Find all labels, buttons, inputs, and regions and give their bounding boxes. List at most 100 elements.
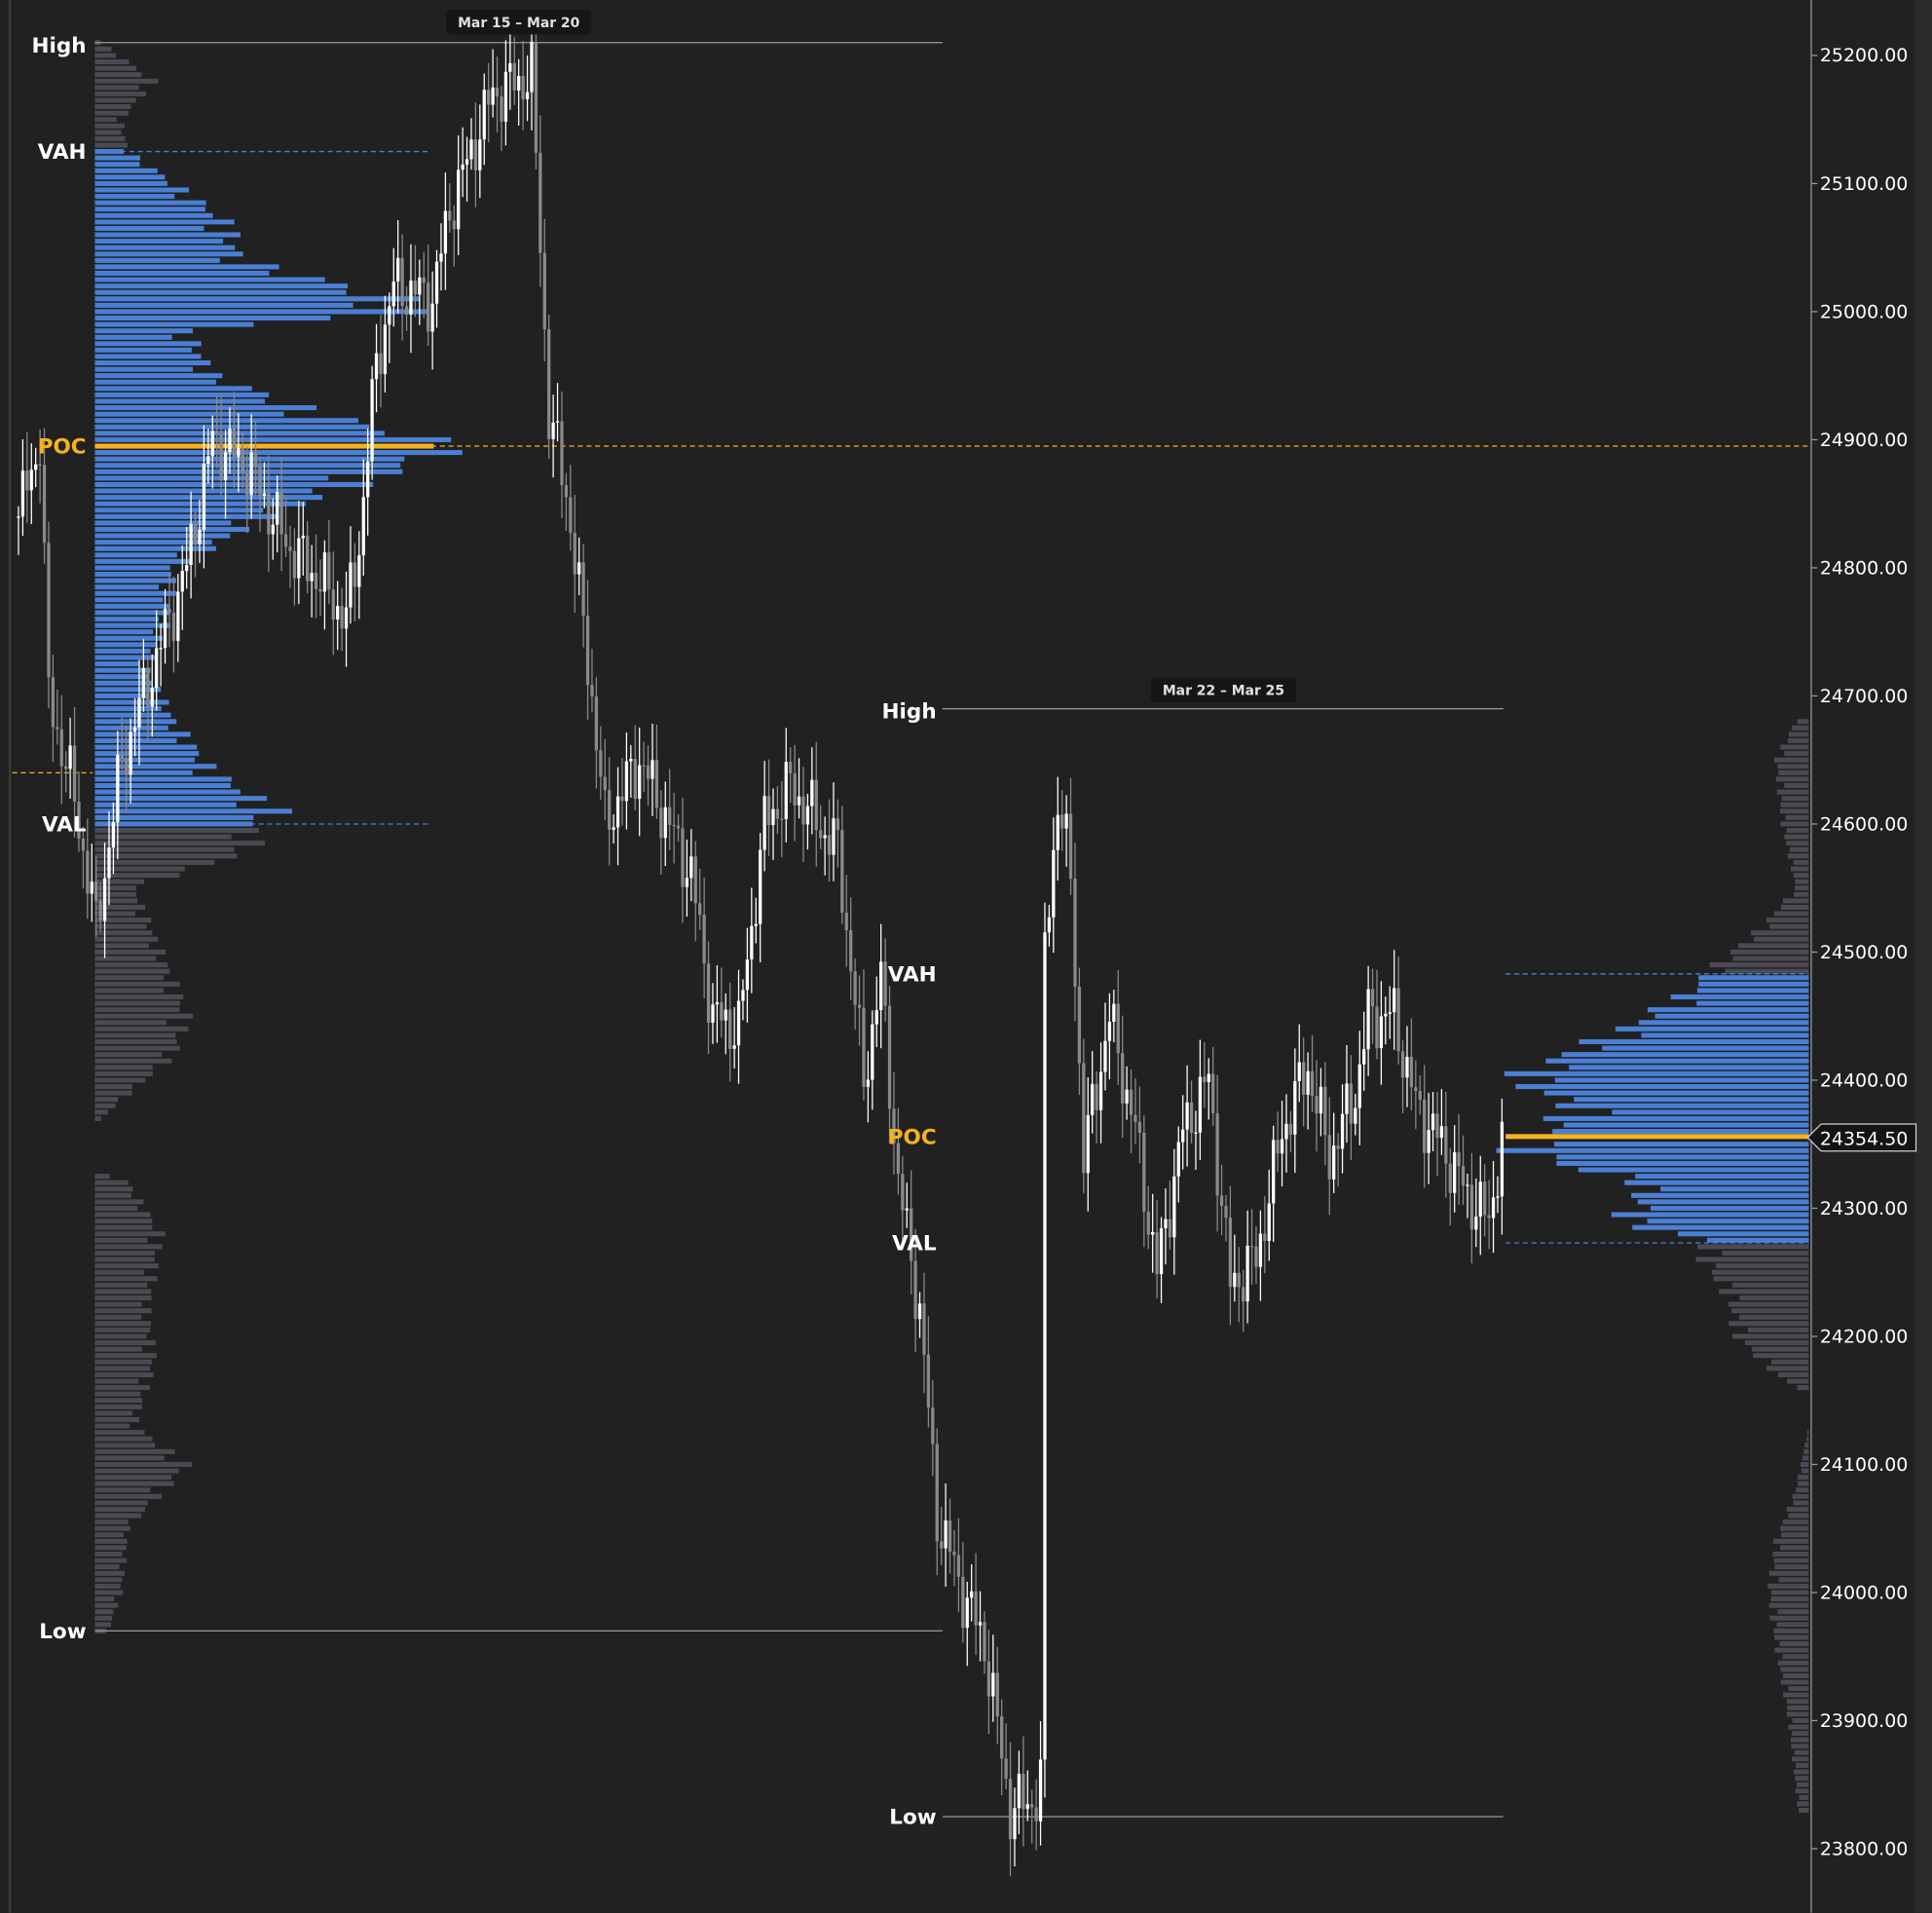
candle-body: [1427, 1130, 1430, 1153]
candle-body: [1405, 1056, 1409, 1078]
profile-bar: [1635, 1174, 1809, 1180]
candle-body: [1129, 1089, 1133, 1115]
candle-body: [1396, 988, 1400, 1052]
profile-bar: [94, 1327, 151, 1332]
profile-bar: [94, 85, 139, 91]
candle-body: [1293, 1080, 1297, 1135]
profile-bar: [1677, 1231, 1809, 1237]
candle-body: [1082, 1063, 1086, 1174]
candle-body: [1159, 1227, 1164, 1275]
candle-body: [871, 1024, 874, 1080]
profile-bar: [94, 411, 284, 417]
candle-body: [780, 818, 784, 820]
profile-bar: [94, 853, 238, 859]
profile-bar: [1782, 1654, 1809, 1660]
profile-bar: [1641, 1032, 1809, 1038]
profile-bar: [1709, 962, 1809, 968]
candle-body: [849, 930, 853, 972]
profile-bar: [94, 610, 170, 616]
profile-bar: [94, 680, 153, 686]
candle-body: [784, 762, 788, 819]
profile-bar: [94, 187, 190, 193]
profile-bar: [1781, 1532, 1809, 1538]
candle-body: [448, 210, 452, 221]
candle-body: [409, 281, 413, 315]
candle-body: [283, 534, 288, 547]
candle-body: [1198, 1076, 1203, 1133]
profile-bar: [94, 244, 236, 250]
candle-body: [581, 562, 585, 617]
profile-bar: [94, 392, 270, 397]
candle-body: [491, 87, 495, 105]
candle-body: [676, 825, 681, 829]
candle-body: [297, 538, 301, 579]
candle-body: [1203, 1076, 1207, 1082]
profile-bar: [1778, 1577, 1809, 1583]
candle-body: [978, 1622, 983, 1626]
profile-bar: [1739, 1294, 1809, 1301]
profile-bar: [94, 629, 154, 635]
candle-body: [512, 62, 516, 91]
profile-bar: [1795, 1776, 1809, 1782]
profile-bar: [94, 450, 463, 456]
candle-body: [1008, 1779, 1013, 1840]
profile-bar: [94, 123, 125, 129]
candle-body: [461, 164, 464, 170]
candle-body: [766, 796, 771, 826]
candle-body: [1004, 1758, 1008, 1780]
candle-body: [167, 609, 171, 613]
candle-body: [1017, 1774, 1022, 1809]
profile-bar: [1774, 1564, 1809, 1570]
candle-body: [913, 1260, 917, 1320]
candle-body: [400, 257, 404, 307]
profile-bar: [94, 1525, 130, 1531]
candle-body: [1047, 917, 1052, 933]
candle-body: [457, 169, 461, 230]
candle-body: [577, 562, 581, 575]
profile-bar: [94, 501, 307, 506]
candle-body: [547, 328, 551, 439]
candle-body: [1125, 1089, 1129, 1104]
profile-bar: [94, 495, 323, 501]
price-axis[interactable]: 23800.00 23900.00 24000.00 24100.00 24200.00…: [1810, 0, 1932, 1913]
profile-bar: [94, 617, 160, 622]
candle-body: [1327, 1135, 1331, 1180]
profile-bar: [94, 558, 192, 564]
candle-body: [1064, 813, 1068, 829]
profile-bar: [1778, 769, 1809, 775]
axis-tick-label: 24800.00: [1820, 557, 1909, 579]
profile-bar: [1806, 1436, 1809, 1442]
profile-bar: [1783, 898, 1809, 904]
profile-bar: [94, 513, 279, 519]
candle-body: [698, 903, 702, 916]
candle-body: [1060, 814, 1064, 829]
profile-bar: [1555, 1103, 1809, 1108]
profile-bar: [1786, 841, 1809, 846]
profile-bar: [1748, 1327, 1809, 1332]
candle-body: [1242, 1287, 1245, 1302]
candle-body: [374, 353, 379, 380]
candle-body: [150, 688, 154, 707]
candle-body: [1345, 1083, 1349, 1114]
profile-bar: [94, 1192, 131, 1198]
profile-bar: [94, 1103, 116, 1108]
profile-bar: [94, 289, 347, 295]
val-label: VAL: [892, 1232, 937, 1257]
axis-tick-label: 24300.00: [1820, 1198, 1909, 1219]
candle-body: [163, 609, 167, 649]
axis-scrollbar[interactable]: [1914, 0, 1932, 1913]
profile-bar: [94, 1263, 159, 1269]
axis-tick-label: 25100.00: [1820, 173, 1909, 195]
profile-bar: [94, 1430, 145, 1436]
profile-bar: [94, 1583, 121, 1589]
candle-body: [1077, 986, 1082, 1064]
candle-body: [413, 281, 418, 295]
profile-bar: [94, 1519, 129, 1525]
profile-bar: [94, 424, 370, 430]
profile-bar: [94, 1212, 151, 1218]
candle-body: [29, 469, 33, 491]
profile-bar: [94, 622, 170, 628]
candle-body: [279, 492, 283, 535]
